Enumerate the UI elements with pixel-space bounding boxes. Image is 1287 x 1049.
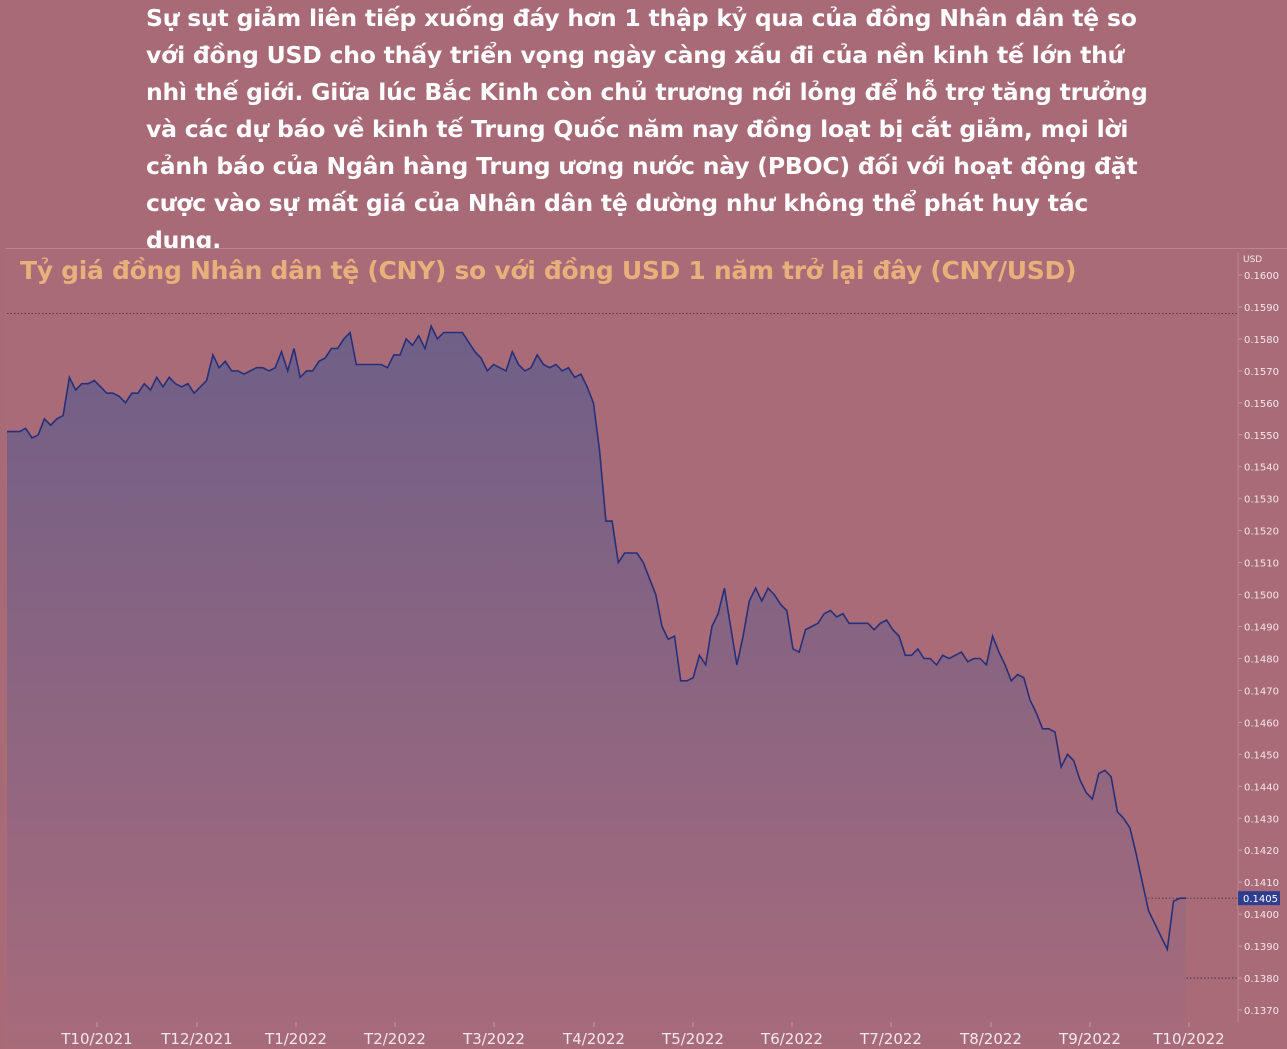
x-tick-label: T6/2022 <box>760 1030 823 1048</box>
y-tick-label: 0.1480 <box>1244 654 1279 665</box>
y-tick-label: 0.1400 <box>1244 910 1279 921</box>
y-tick-label: 0.1460 <box>1244 718 1279 729</box>
y-tick-label: 0.1500 <box>1244 591 1279 602</box>
y-tick-label: 0.1510 <box>1244 559 1279 570</box>
series-line <box>7 323 1186 953</box>
y-tick-label: 0.1520 <box>1244 527 1279 538</box>
y-axis-unit: USD <box>1243 255 1262 265</box>
y-tick-label: 0.1430 <box>1244 814 1279 825</box>
x-tick-label: T9/2022 <box>1058 1030 1121 1048</box>
x-tick-label: T5/2022 <box>661 1030 724 1048</box>
y-tick-label: 0.1570 <box>1244 367 1279 378</box>
y-tick-label: 0.1370 <box>1244 1006 1279 1017</box>
x-tick-label: T10/2022 <box>1152 1030 1224 1048</box>
last-value-label: 0.1405 <box>1243 894 1278 905</box>
x-tick-label: T3/2022 <box>462 1030 525 1048</box>
y-tick-label: 0.1530 <box>1244 495 1279 506</box>
chart-title: Tỷ giá đồng Nhân dân tệ (CNY) so với đồn… <box>20 256 1077 285</box>
x-tick-label: T7/2022 <box>859 1030 922 1048</box>
x-tick-label: T1/2022 <box>264 1030 327 1048</box>
x-tick-label: T10/2021 <box>60 1030 132 1048</box>
y-tick-label: 0.1450 <box>1244 750 1279 761</box>
y-tick-label: 0.1600 <box>1244 271 1279 282</box>
y-tick-label: 0.1580 <box>1244 335 1279 346</box>
y-tick-label: 0.1470 <box>1244 686 1279 697</box>
x-tick-label: T8/2022 <box>959 1030 1022 1048</box>
last-value-badge <box>1238 891 1280 906</box>
y-tick-label: 0.1420 <box>1244 846 1279 857</box>
series-area <box>7 326 1186 1048</box>
y-tick-label: 0.1550 <box>1244 431 1279 442</box>
x-tick-label: T12/2021 <box>160 1030 232 1048</box>
y-tick-label: 0.1440 <box>1244 782 1279 793</box>
x-tick-label: T4/2022 <box>562 1030 625 1048</box>
y-tick-label: 0.1490 <box>1244 623 1279 634</box>
y-tick-label: 0.1540 <box>1244 463 1279 474</box>
intro-paragraph: Sự sụt giảm liên tiếp xuống đáy hơn 1 th… <box>146 4 1148 254</box>
y-tick-label: 0.1560 <box>1244 399 1279 410</box>
y-tick-label: 0.1590 <box>1244 303 1279 314</box>
y-tick-label: 0.1390 <box>1244 942 1279 953</box>
x-tick-label: T2/2022 <box>363 1030 426 1048</box>
y-tick-label: 0.1380 <box>1244 974 1279 985</box>
y-tick-label: 0.1410 <box>1244 878 1279 889</box>
